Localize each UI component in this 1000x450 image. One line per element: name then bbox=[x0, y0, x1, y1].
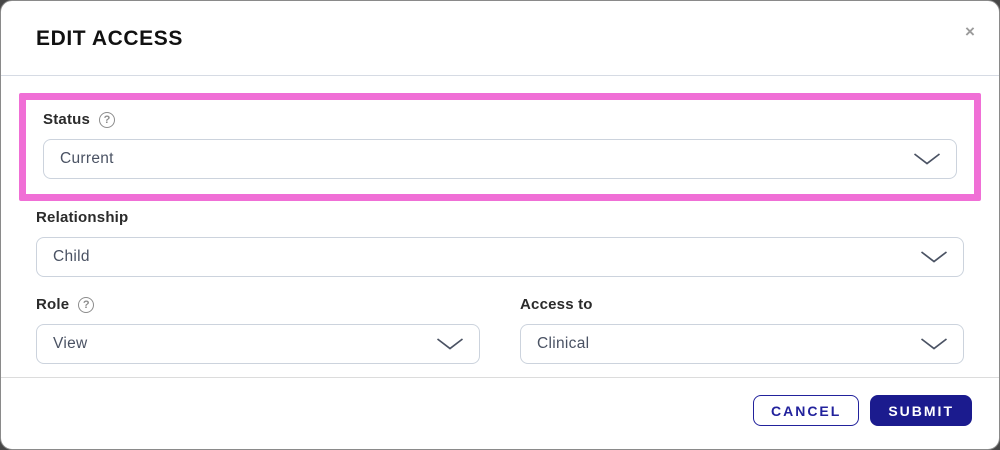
access-to-label: Access to bbox=[520, 296, 964, 313]
relationship-field-group: Relationship Child bbox=[36, 209, 964, 277]
access-to-select-value: Clinical bbox=[537, 335, 590, 352]
access-to-field-group: Access to Clinical bbox=[520, 296, 964, 364]
chevron-down-icon bbox=[920, 338, 948, 350]
status-highlight-box: Status ? Current bbox=[19, 93, 981, 201]
status-label-text: Status bbox=[43, 111, 91, 128]
relationship-select[interactable]: Child bbox=[36, 237, 964, 277]
role-field-group: Role ? View bbox=[36, 296, 480, 364]
page-title: EDIT ACCESS bbox=[36, 27, 184, 50]
relationship-label: Relationship bbox=[36, 209, 964, 226]
access-to-label-text: Access to bbox=[520, 296, 593, 313]
role-access-row: Role ? View Access to Clinical bbox=[36, 296, 964, 364]
status-select[interactable]: Current bbox=[43, 139, 957, 179]
status-field-group: Status ? Current bbox=[43, 111, 957, 179]
modal-header: EDIT ACCESS × bbox=[1, 1, 999, 76]
chevron-down-icon bbox=[436, 338, 464, 350]
chevron-down-icon bbox=[920, 251, 948, 263]
help-icon[interactable]: ? bbox=[78, 296, 95, 313]
cancel-button[interactable]: CANCEL bbox=[752, 395, 860, 426]
status-select-value: Current bbox=[60, 150, 114, 167]
help-icon[interactable]: ? bbox=[99, 111, 116, 128]
role-select-value: View bbox=[53, 335, 88, 352]
role-label: Role ? bbox=[36, 296, 480, 313]
modal-body: Status ? Current Relationship Child bbox=[1, 76, 999, 377]
role-select[interactable]: View bbox=[36, 324, 480, 364]
submit-button[interactable]: SUBMIT bbox=[870, 395, 972, 426]
close-icon[interactable]: × bbox=[959, 21, 981, 43]
relationship-label-text: Relationship bbox=[36, 209, 129, 226]
role-label-text: Role bbox=[36, 296, 70, 313]
modal-footer: CANCEL SUBMIT bbox=[1, 377, 999, 449]
chevron-down-icon bbox=[913, 153, 941, 165]
relationship-select-value: Child bbox=[53, 248, 90, 265]
status-label: Status ? bbox=[43, 111, 957, 128]
access-to-select[interactable]: Clinical bbox=[520, 324, 964, 364]
